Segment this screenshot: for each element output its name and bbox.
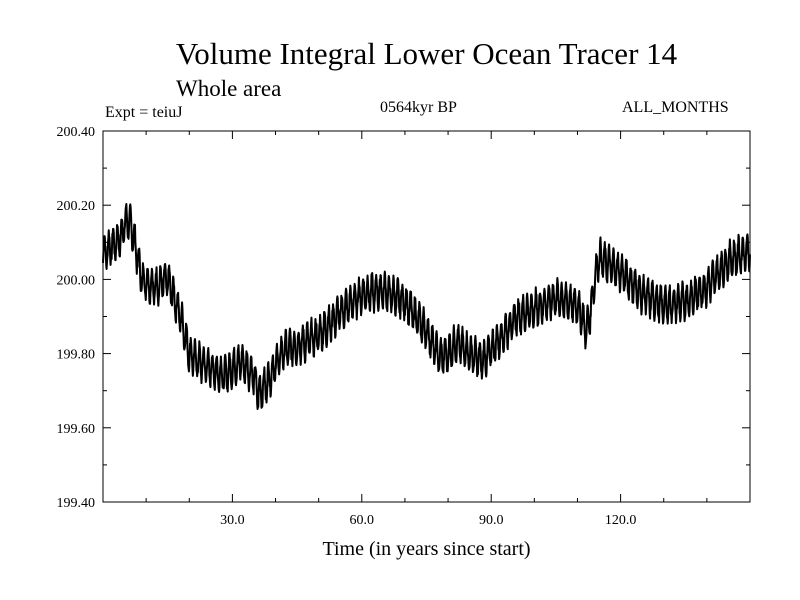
x-tick-label: 60.0 [350, 513, 375, 528]
x-tick-labels: 30.0 60.0 90.0 120.0 [220, 513, 636, 528]
x-tick-label: 90.0 [479, 513, 504, 528]
chart-subtitle: Whole area [176, 76, 282, 101]
y-tick-labels: 199.40 199.60 199.80 200.00 200.20 200.40 [57, 125, 96, 511]
x-axis-label: Time (in years since start) [322, 538, 531, 560]
y-tick-label: 199.80 [57, 348, 96, 363]
period-label: 0564kyr BP [380, 99, 457, 116]
x-tick-label: 120.0 [605, 513, 637, 528]
chart-title: Volume Integral Lower Ocean Tracer 14 [175, 36, 678, 71]
y-tick-label: 199.40 [57, 496, 96, 511]
tracer-series-line [102, 203, 751, 411]
plot-frame [102, 130, 751, 503]
y-tick-label: 200.00 [57, 273, 96, 288]
y-tick-label: 200.20 [57, 199, 96, 214]
experiment-label: Expt = teiuJ [105, 104, 183, 121]
months-label: ALL_MONTHS [622, 99, 729, 116]
y-tick-label: 200.40 [57, 125, 96, 140]
axis-ticks [103, 130, 750, 503]
x-tick-label: 30.0 [220, 513, 245, 528]
y-tick-label: 199.60 [57, 422, 96, 437]
